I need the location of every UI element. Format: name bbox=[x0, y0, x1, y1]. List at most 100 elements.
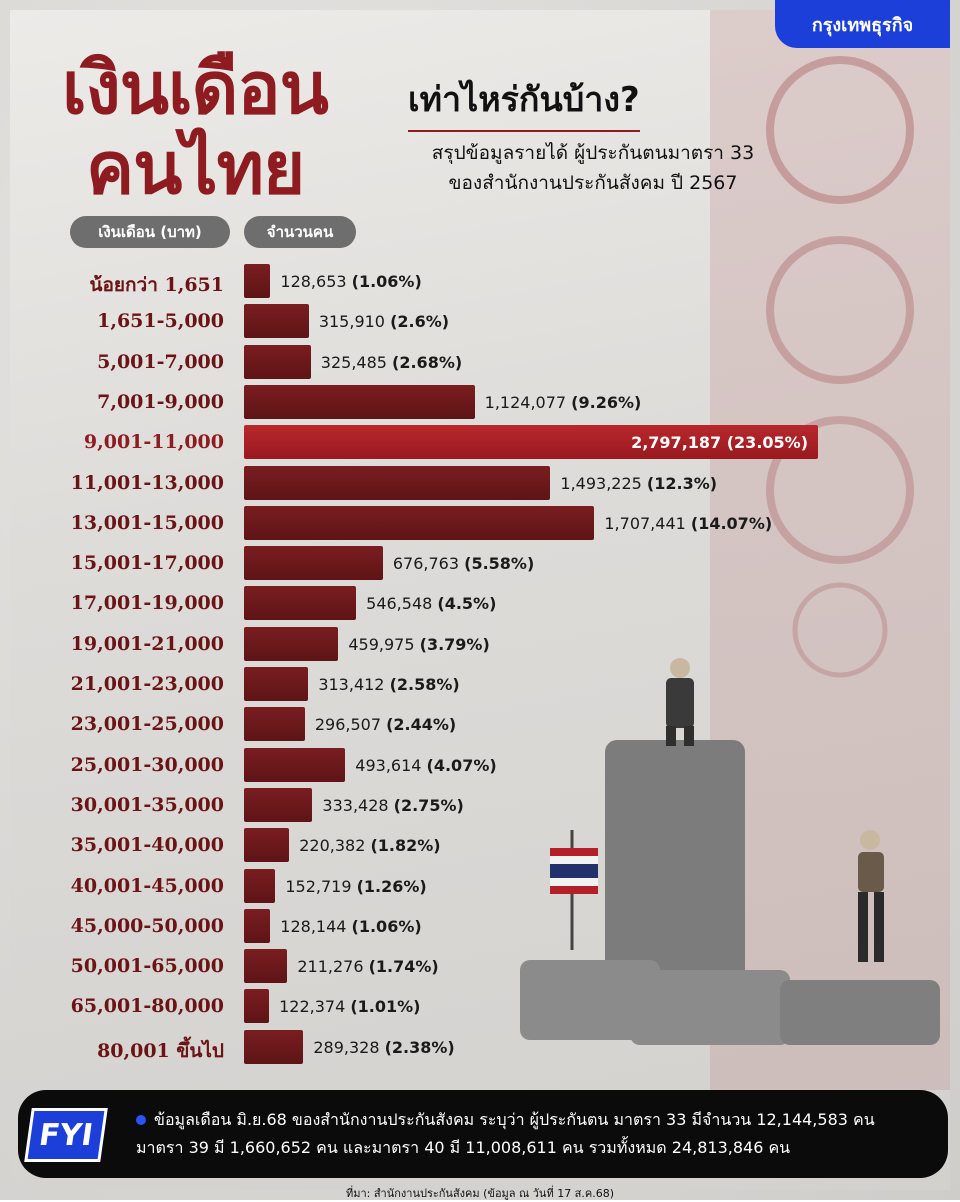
data-label: 493,614 (4.07%) bbox=[355, 756, 496, 775]
title-line-2: คนไทย bbox=[86, 126, 305, 210]
percent-label: (2.38%) bbox=[384, 1037, 455, 1057]
data-label: 333,428 (2.75%) bbox=[322, 796, 463, 815]
category-label: 30,001-35,000 bbox=[70, 793, 224, 816]
data-label: 676,763 (5.58%) bbox=[393, 554, 534, 573]
footer-line-1: ข้อมูลเดือน มิ.ย.68 ของสำนักงานประกันสัง… bbox=[154, 1110, 875, 1129]
percent-label: (1.74%) bbox=[368, 957, 439, 977]
category-label: 65,001-80,000 bbox=[70, 995, 224, 1018]
category-label: 13,001-15,000 bbox=[70, 511, 224, 534]
percent-label: (9.26%) bbox=[571, 392, 642, 412]
value-label: 152,719 bbox=[285, 876, 357, 896]
data-label: 220,382 (1.82%) bbox=[299, 836, 440, 855]
footer-bar bbox=[18, 1090, 948, 1178]
category-label: 7,001-9,000 bbox=[97, 390, 224, 413]
value-label: 546,548 bbox=[366, 594, 438, 614]
title-line-1: เงินเดือน bbox=[62, 46, 329, 130]
percent-label: (1.26%) bbox=[356, 876, 427, 896]
value-label: 676,763 bbox=[392, 554, 465, 574]
value-label: 493,614 bbox=[355, 755, 427, 775]
count-column-header: จำนวนคน bbox=[244, 216, 356, 248]
thai-flag-icon bbox=[550, 830, 598, 950]
data-label: 289,328 (2.38%) bbox=[313, 1038, 454, 1057]
category-label: 21,001-23,000 bbox=[70, 673, 224, 695]
category-label: 5,001-7,000 bbox=[97, 350, 224, 373]
category-label: 50,001-65,000 bbox=[70, 955, 224, 978]
bar-highlight bbox=[244, 425, 818, 460]
bar bbox=[244, 667, 309, 701]
bar bbox=[244, 546, 383, 581]
category-label: 80,001 ขึ้นไป bbox=[97, 1039, 224, 1062]
coin-stack-icon bbox=[520, 740, 940, 1045]
bar bbox=[244, 505, 595, 540]
value-label: 333,428 bbox=[322, 795, 394, 815]
subtitle-line-2: ของสำนักงานประกันสังคม ปี 2567 bbox=[448, 172, 738, 194]
bar bbox=[244, 707, 305, 742]
category-label: น้อยกว่า 1,651 bbox=[89, 274, 224, 296]
percent-label: (1.82%) bbox=[370, 836, 441, 856]
percent-label: (4.5%) bbox=[437, 594, 497, 614]
data-label: 2,797,187 (23.05%) bbox=[631, 433, 808, 452]
category-label: 35,001-40,000 bbox=[70, 834, 224, 857]
data-label: 128,144 (1.06%) bbox=[280, 917, 421, 936]
footer-line-2: มาตรา 39 มี 1,660,652 คน และมาตรา 40 มี … bbox=[136, 1138, 791, 1157]
salary-column-header: เงินเดือน (บาท) bbox=[70, 216, 230, 248]
bar bbox=[244, 465, 551, 500]
data-label: 211,276 (1.74%) bbox=[297, 957, 438, 976]
percent-label: (23.05%) bbox=[726, 433, 808, 453]
value-label: 220,382 bbox=[299, 836, 371, 856]
coin-stack-illustration bbox=[520, 658, 940, 1045]
subtitle: สรุปข้อมูลรายได้ ผู้ประกันตนมาตรา 33 ของ… bbox=[398, 138, 788, 198]
value-label: 313,412 bbox=[318, 675, 390, 694]
category-label: 19,001-21,000 bbox=[70, 632, 224, 655]
percent-label: (2.6%) bbox=[390, 312, 450, 332]
category-label: 1,651-5,000 bbox=[97, 310, 224, 333]
data-label: 296,507 (2.44%) bbox=[315, 715, 456, 734]
bar bbox=[244, 1029, 304, 1064]
value-label: 325,485 bbox=[320, 352, 393, 372]
data-label: 546,548 (4.5%) bbox=[366, 594, 496, 613]
data-label: 122,374 (1.01%) bbox=[279, 997, 420, 1016]
banknote-background bbox=[710, 10, 950, 1090]
category-label: 17,001-19,000 bbox=[70, 592, 224, 615]
data-label: 313,412 (2.58%) bbox=[318, 675, 459, 694]
bar bbox=[244, 949, 288, 984]
bar bbox=[244, 264, 271, 298]
bar bbox=[244, 344, 311, 379]
data-label: 1,493,225 (12.3%) bbox=[560, 474, 717, 493]
value-label: 459,975 bbox=[348, 634, 420, 654]
category-label: 45,000-50,000 bbox=[70, 914, 224, 937]
percent-label: (1.06%) bbox=[351, 916, 422, 936]
data-label: 325,485 (2.68%) bbox=[321, 353, 462, 372]
value-label: 1,124,077 bbox=[484, 392, 572, 412]
category-label: 40,001-45,000 bbox=[70, 874, 224, 897]
banknote-pattern-icon bbox=[766, 56, 914, 678]
bar bbox=[244, 586, 357, 621]
percent-label: (4.07%) bbox=[426, 755, 497, 775]
percent-label: (14.07%) bbox=[690, 513, 773, 533]
bar bbox=[244, 747, 346, 782]
value-label: 211,276 bbox=[297, 957, 369, 977]
data-label: 1,124,077 (9.26%) bbox=[485, 393, 642, 412]
data-label: 315,910 (2.6%) bbox=[319, 312, 449, 331]
businessman-figure-icon bbox=[666, 658, 694, 746]
footer-note: ข้อมูลเดือน มิ.ย.68 ของสำนักงานประกันสัง… bbox=[136, 1106, 926, 1162]
category-label: 9,001-11,000 bbox=[83, 431, 224, 454]
value-label: 122,374 bbox=[279, 997, 351, 1017]
bar bbox=[244, 828, 290, 863]
percent-label: (5.58%) bbox=[464, 554, 535, 574]
percent-label: (2.75%) bbox=[393, 795, 464, 815]
data-label: 459,975 (3.79%) bbox=[348, 635, 489, 654]
value-label: 128,653 bbox=[280, 272, 352, 291]
source-note: ที่มา: สำนักงานประกันสังคม (ข้อมูล ณ วัน… bbox=[345, 1187, 615, 1200]
value-label: 1,707,441 bbox=[604, 513, 691, 533]
bar bbox=[244, 989, 270, 1024]
value-label: 315,910 bbox=[318, 312, 391, 332]
bar bbox=[244, 626, 339, 661]
category-label: 23,001-25,000 bbox=[70, 713, 224, 736]
value-label: 296,507 bbox=[314, 715, 387, 735]
percent-label: (1.06%) bbox=[351, 272, 422, 291]
percent-label: (2.44%) bbox=[386, 715, 457, 735]
bullet-icon bbox=[136, 1115, 146, 1125]
value-label: 128,144 bbox=[280, 916, 352, 936]
value-label: 2,797,187 bbox=[631, 433, 727, 453]
